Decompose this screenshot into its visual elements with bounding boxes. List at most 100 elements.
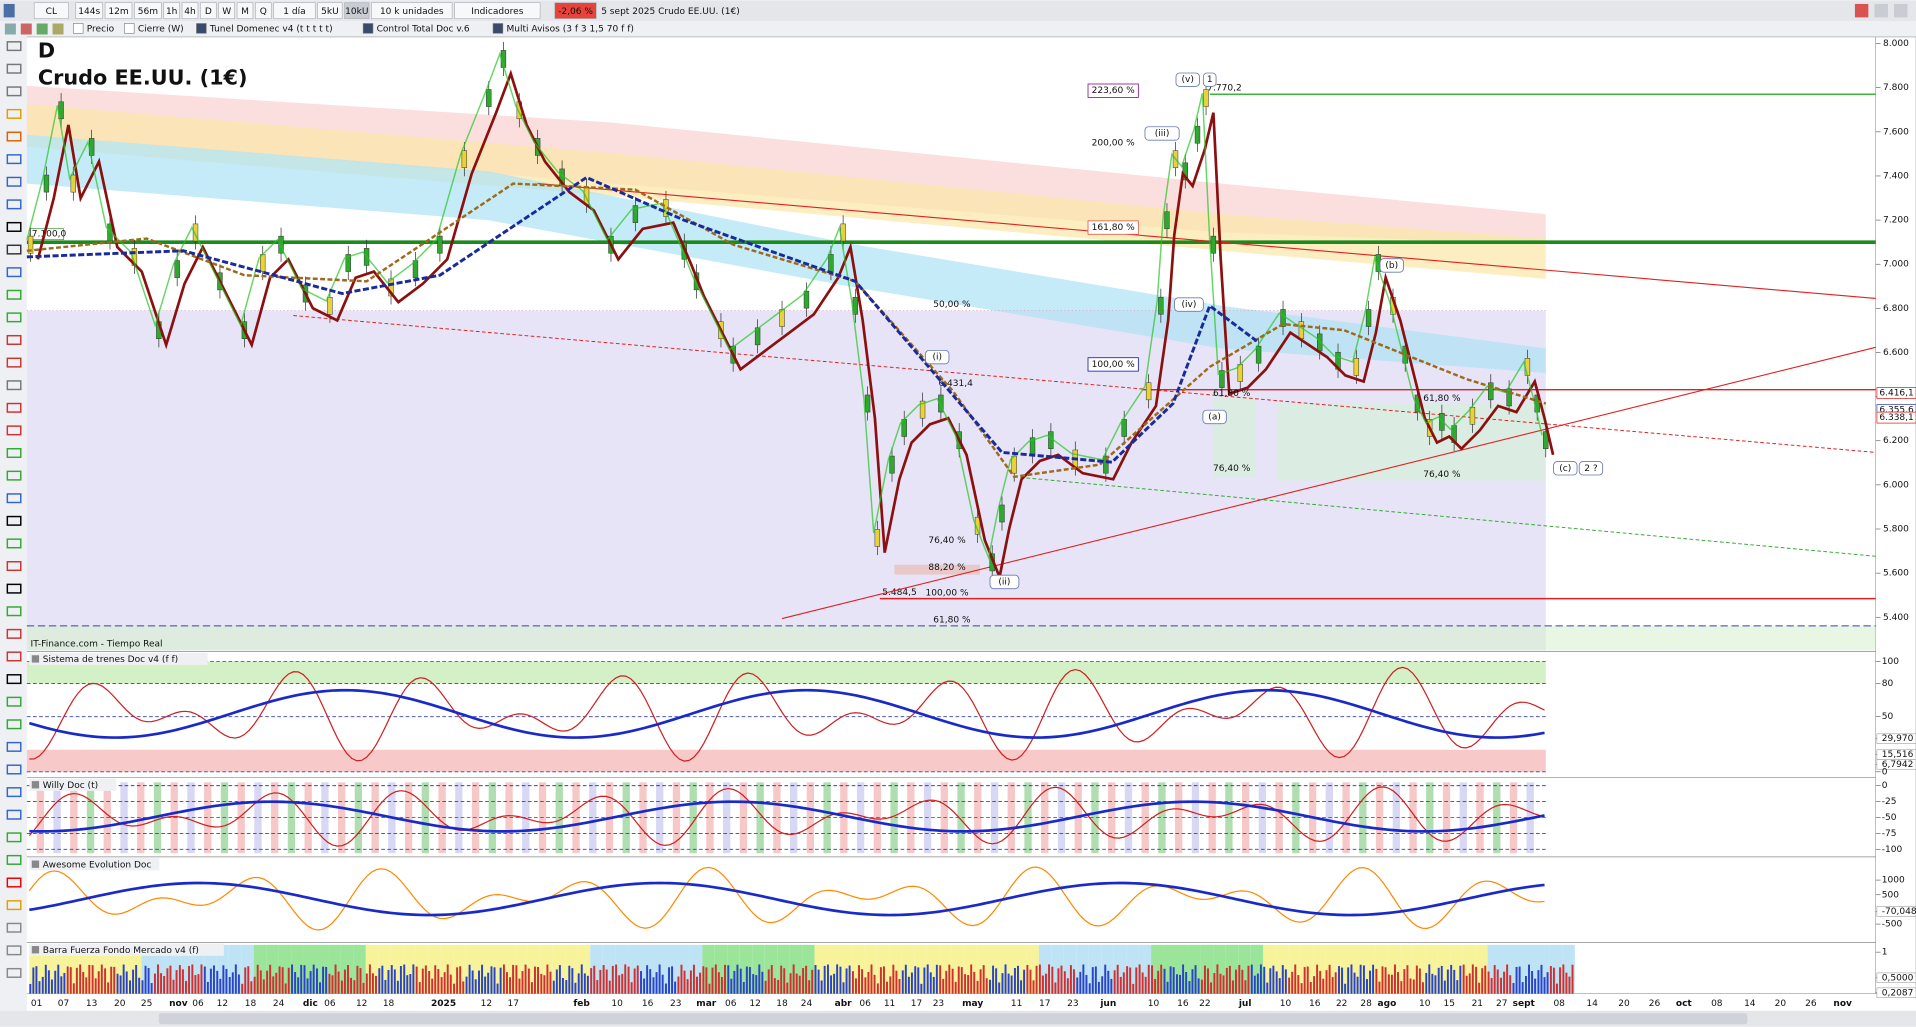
- toolbar-button[interactable]: [33, 2, 69, 19]
- tool-icon[interactable]: [6, 108, 22, 119]
- toolbar-button[interactable]: [181, 2, 199, 19]
- willy-bar: [438, 782, 446, 854]
- tool-icon[interactable]: [6, 176, 22, 187]
- toolbar-button[interactable]: [236, 2, 254, 19]
- window-control[interactable]: [1874, 3, 1888, 18]
- tool-icon[interactable]: [6, 561, 22, 572]
- force-bar: [1194, 965, 1197, 994]
- tab-checkbox[interactable]: [196, 23, 207, 34]
- force-bar: [917, 967, 920, 994]
- tab-checkbox[interactable]: [124, 23, 135, 34]
- tool-icon[interactable]: [6, 493, 22, 504]
- annotation: 76,40 %: [928, 536, 966, 546]
- force-bar: [291, 964, 294, 994]
- tool-icon[interactable]: [6, 425, 22, 436]
- tool-icon[interactable]: [6, 154, 22, 165]
- candle-body: [70, 174, 77, 193]
- price-tick-label: 5.800: [1883, 524, 1909, 534]
- date-label: 24: [273, 999, 285, 1009]
- force-bar: [1369, 970, 1372, 994]
- force-bar: [396, 980, 399, 994]
- candle-body: [107, 223, 113, 242]
- tool-icon[interactable]: [6, 628, 22, 639]
- force-bar: [272, 976, 275, 994]
- toolbar-button[interactable]: [273, 2, 316, 19]
- tool-icon[interactable]: [6, 787, 22, 798]
- force-bar: [188, 966, 191, 994]
- tool-icon[interactable]: [6, 86, 22, 97]
- tool-icon[interactable]: [6, 832, 22, 843]
- tool-icon[interactable]: [6, 719, 22, 730]
- window-control[interactable]: [1894, 3, 1908, 18]
- toolbar-button[interactable]: [554, 2, 597, 19]
- force-bar: [1518, 966, 1521, 994]
- tool-icon[interactable]: [6, 63, 22, 74]
- force-bar: [1297, 975, 1300, 994]
- tab-checkbox[interactable]: [362, 23, 374, 34]
- tool-icon[interactable]: [6, 199, 22, 210]
- force-bar: [873, 974, 876, 994]
- toolbar-button[interactable]: [75, 2, 103, 19]
- scroll-thumb[interactable]: [158, 1013, 1748, 1025]
- tool-icon[interactable]: [6, 877, 22, 888]
- tool-icon[interactable]: [6, 267, 22, 278]
- toolbar-button[interactable]: [163, 2, 180, 19]
- toolbar-button[interactable]: [255, 2, 272, 19]
- candle-body: [1219, 370, 1225, 388]
- force-bar: [347, 965, 349, 994]
- candle-body: [999, 504, 1005, 523]
- tool-icon[interactable]: [6, 900, 22, 911]
- tool-icon[interactable]: [6, 583, 22, 594]
- toolbar-button[interactable]: [371, 2, 453, 19]
- tool-icon[interactable]: [6, 674, 22, 685]
- tool-icon[interactable]: [6, 221, 22, 232]
- tool-icon[interactable]: [6, 470, 22, 481]
- toolbar-button[interactable]: [134, 2, 162, 19]
- toolbar-button[interactable]: [200, 2, 217, 19]
- tool-icon[interactable]: [6, 606, 22, 617]
- willy-bar: [53, 782, 61, 854]
- force-bar: [116, 973, 119, 994]
- tool-icon[interactable]: [6, 448, 22, 459]
- force-bar: [343, 969, 346, 994]
- tool-icon[interactable]: [6, 334, 22, 345]
- window-control[interactable]: [1854, 3, 1869, 18]
- tool-icon[interactable]: [6, 357, 22, 368]
- tool-icon[interactable]: [6, 967, 22, 978]
- toolbar-button[interactable]: [317, 2, 343, 19]
- date-label: 20: [1775, 999, 1787, 1009]
- tool-icon[interactable]: [6, 289, 22, 300]
- force-bar: [942, 978, 945, 994]
- force-bar: [960, 967, 963, 994]
- force-bar: [910, 972, 913, 994]
- annotation-box: [1175, 72, 1200, 87]
- tool-icon[interactable]: [6, 741, 22, 752]
- tab-checkbox[interactable]: [492, 23, 504, 34]
- tab-checkbox[interactable]: [73, 23, 84, 34]
- tool-icon[interactable]: [6, 945, 22, 956]
- force-bar: [493, 967, 496, 994]
- toolbar-button[interactable]: [454, 2, 541, 19]
- tool-icon[interactable]: [6, 312, 22, 323]
- tool-icon[interactable]: [6, 131, 22, 142]
- tool-icon[interactable]: [6, 41, 22, 52]
- annotation-box: [925, 349, 950, 365]
- force-bar: [820, 980, 823, 994]
- tool-icon[interactable]: [6, 538, 22, 549]
- tool-icon[interactable]: [6, 854, 22, 865]
- tool-icon[interactable]: [6, 380, 22, 391]
- toolbar-button[interactable]: [104, 2, 133, 19]
- tool-icon[interactable]: [6, 651, 22, 662]
- force-bar: [1537, 970, 1540, 994]
- tool-icon[interactable]: [6, 696, 22, 707]
- tool-icon[interactable]: [6, 402, 22, 413]
- tool-icon[interactable]: [6, 764, 22, 775]
- toolbar-button[interactable]: [344, 2, 370, 19]
- toolbar-button[interactable]: [218, 2, 235, 19]
- tool-icon[interactable]: [6, 922, 22, 933]
- force-bar: [1119, 976, 1122, 994]
- tool-icon[interactable]: [6, 809, 22, 820]
- annotation-box: [1553, 461, 1578, 476]
- tool-icon[interactable]: [6, 515, 22, 526]
- tool-icon[interactable]: [6, 244, 22, 255]
